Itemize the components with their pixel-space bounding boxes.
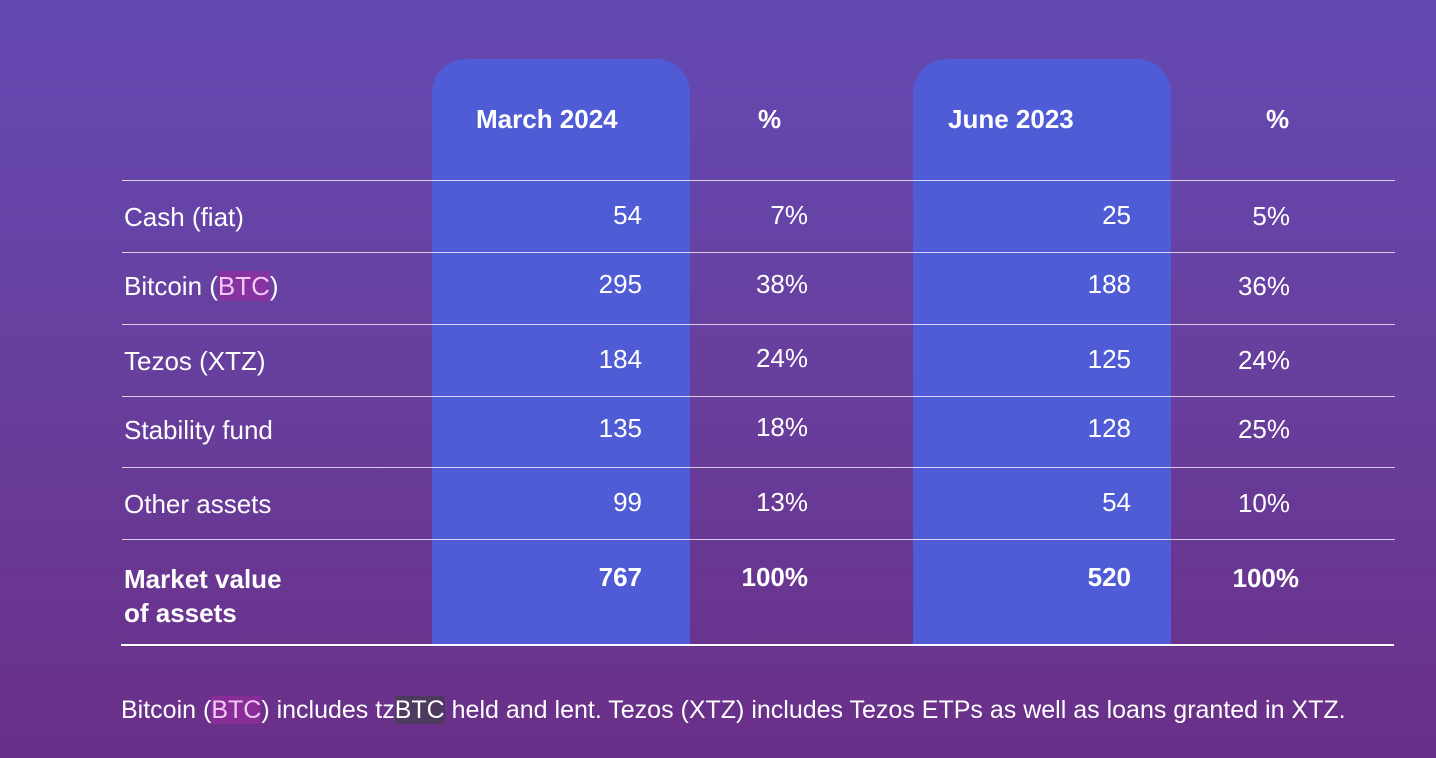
divider bbox=[122, 180, 1395, 181]
march-2024-column-highlight bbox=[432, 59, 690, 645]
value-march-2024: 295 bbox=[598, 269, 642, 299]
header-pct-june: % bbox=[1266, 104, 1290, 134]
value-june-2023: 188 bbox=[1087, 269, 1131, 299]
pct-june-2023: 5% bbox=[1252, 201, 1290, 231]
total-label-line1: Market value bbox=[124, 564, 282, 594]
row-label: Cash (fiat) bbox=[124, 202, 244, 232]
row-label: Other assets bbox=[124, 489, 272, 519]
row-label: Bitcoin (BTC) bbox=[124, 270, 279, 302]
header-june-2023: June 2023 bbox=[948, 104, 1074, 134]
row-label: Stability fund bbox=[124, 415, 273, 445]
value-june-2023: 54 bbox=[1102, 487, 1131, 517]
row-label-text: ) bbox=[269, 271, 279, 301]
value-march-2024: 184 bbox=[598, 344, 642, 374]
value-march-2024: 135 bbox=[598, 413, 642, 443]
pct-june-2023: 10% bbox=[1237, 488, 1290, 518]
pct-june-2023: 24% bbox=[1237, 345, 1290, 375]
divider bbox=[122, 324, 1395, 325]
pct-march-2024: 18% bbox=[755, 412, 808, 442]
value-march-2024: 54 bbox=[613, 200, 642, 230]
total-june-2023: 520 bbox=[1087, 562, 1131, 592]
btc-highlight: BTC bbox=[211, 696, 262, 724]
pct-march-2024: 13% bbox=[755, 487, 808, 517]
total-pct-june-2023: 100% bbox=[1232, 563, 1300, 593]
value-june-2023: 125 bbox=[1087, 344, 1131, 374]
pct-march-2024: 38% bbox=[755, 269, 808, 299]
june-2023-column-highlight bbox=[913, 59, 1171, 645]
divider bbox=[122, 467, 1395, 468]
total-pct-march-2024: 100% bbox=[741, 562, 809, 592]
header-pct-march: % bbox=[758, 104, 782, 134]
header-march-2024: March 2024 bbox=[476, 104, 618, 134]
footnote-text: held and lent. Tezos (XTZ) includes Tezo… bbox=[444, 696, 1346, 724]
row-label: Tezos (XTZ) bbox=[124, 346, 266, 376]
total-march-2024: 767 bbox=[598, 562, 642, 592]
value-june-2023: 128 bbox=[1087, 413, 1131, 443]
divider bbox=[122, 252, 1395, 253]
value-june-2023: 25 bbox=[1102, 200, 1131, 230]
pct-june-2023: 25% bbox=[1237, 414, 1290, 444]
total-label-line2: of assets bbox=[124, 598, 237, 628]
footnote: Bitcoin (BTC) includes tzBTC held and le… bbox=[121, 694, 1346, 726]
tzbtc-highlight: BTC bbox=[394, 696, 445, 724]
row-label-text: Bitcoin ( bbox=[124, 271, 218, 301]
footnote-text: ) includes tz bbox=[261, 696, 395, 724]
divider bbox=[122, 396, 1395, 397]
divider bbox=[122, 539, 1395, 540]
value-march-2024: 99 bbox=[613, 487, 642, 517]
btc-highlight: BTC bbox=[217, 271, 270, 301]
table-bottom-border bbox=[121, 644, 1394, 646]
pct-march-2024: 24% bbox=[755, 343, 808, 373]
pct-march-2024: 7% bbox=[770, 200, 808, 230]
pct-june-2023: 36% bbox=[1237, 271, 1290, 301]
footnote-text: Bitcoin ( bbox=[121, 696, 212, 724]
